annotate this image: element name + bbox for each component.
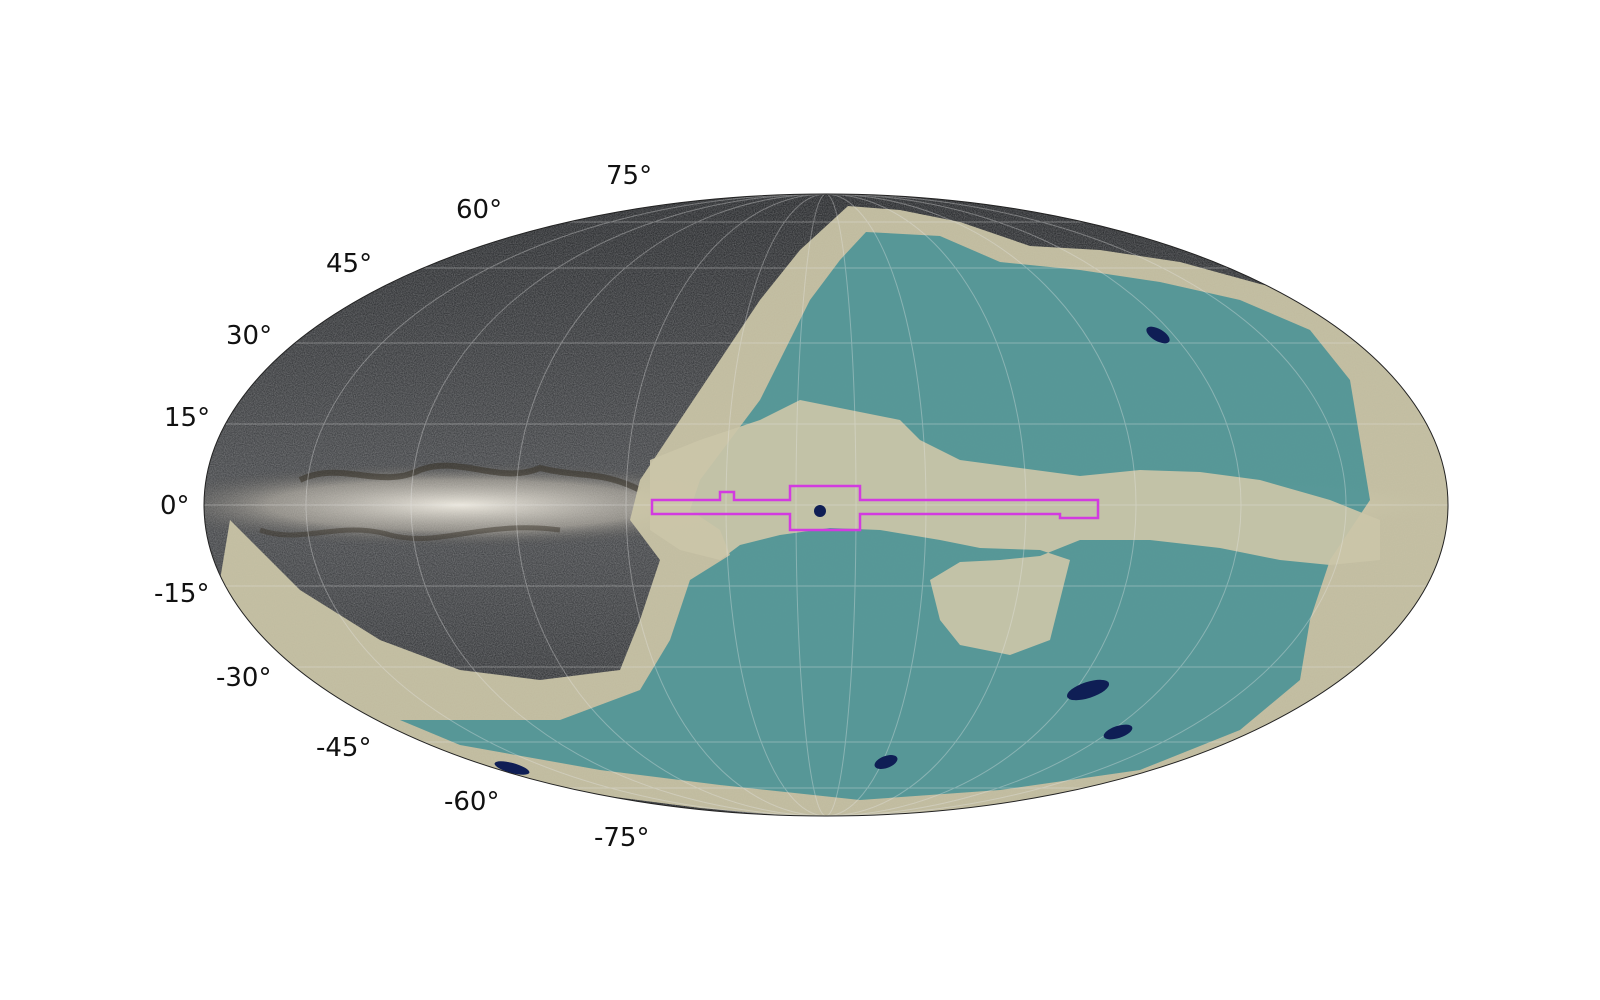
- graticule: [204, 194, 1448, 816]
- lat-label-30: 30°: [226, 321, 272, 351]
- lat-label-45: 45°: [326, 249, 372, 279]
- lat-label-minus-60: -60°: [444, 787, 499, 817]
- survey-band-beige: [650, 400, 1380, 655]
- deep-field-south-1: [1066, 679, 1110, 701]
- lat-label-minus-15: -15°: [154, 579, 209, 609]
- dust-lane-south: [259, 525, 561, 541]
- lat-label-0: 0°: [160, 491, 190, 521]
- deep-field-south-2: [1103, 724, 1133, 740]
- deep-field-south-3: [874, 755, 898, 769]
- galactic-center-field: [814, 505, 826, 517]
- lat-label-60: 60°: [456, 195, 502, 225]
- lat-label-75: 75°: [606, 161, 652, 191]
- lat-label-minus-45: -45°: [316, 733, 371, 763]
- lat-label-minus-75: -75°: [594, 823, 649, 853]
- deep-field-west: [494, 761, 530, 775]
- lat-label-minus-30: -30°: [216, 663, 271, 693]
- deep-fields: [494, 326, 1170, 775]
- footprint-outline: [650, 484, 1100, 532]
- map-body: [204, 194, 1448, 816]
- deep-field-north: [1146, 326, 1170, 344]
- dust-lane: [298, 462, 642, 493]
- latitude-labels: 75° 60° 45° 30° 15° 0° -15° -30° -45° -6…: [154, 161, 652, 853]
- lat-label-15: 15°: [164, 403, 210, 433]
- map-border: [203, 193, 1449, 817]
